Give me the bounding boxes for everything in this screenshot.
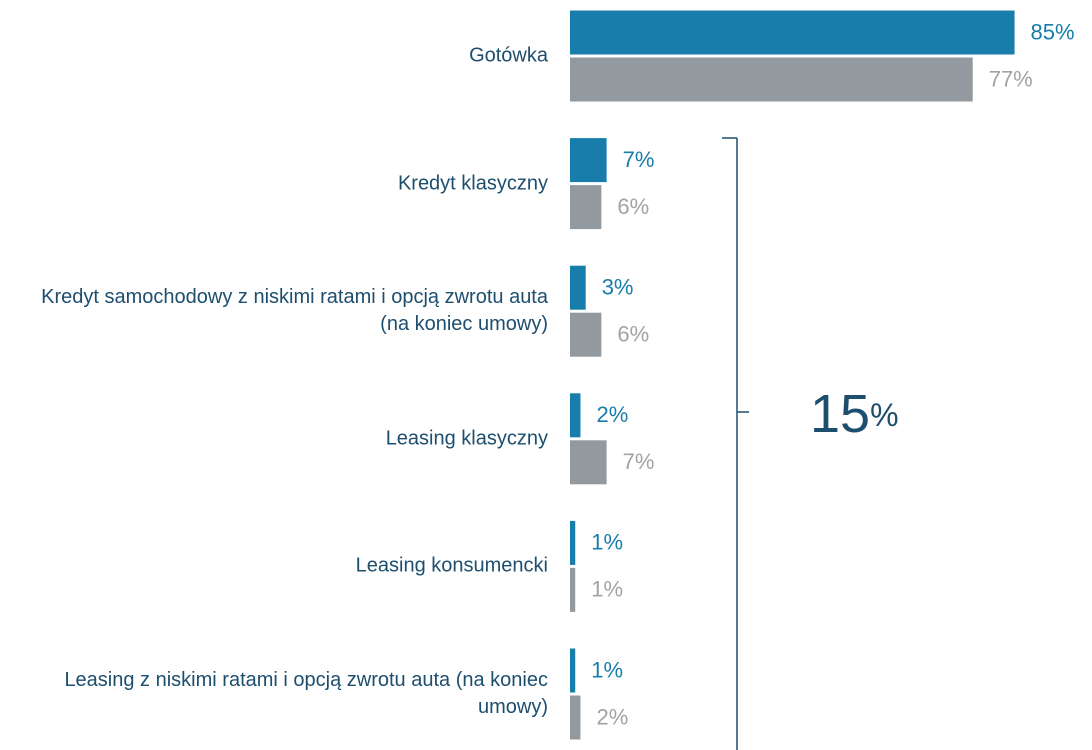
bar bbox=[570, 520, 576, 565]
value-label: 85% bbox=[1031, 19, 1075, 44]
value-label: 7% bbox=[623, 147, 655, 172]
annotation-number: 15 bbox=[810, 384, 870, 444]
bar bbox=[570, 567, 576, 612]
annotation: 15% bbox=[810, 384, 899, 444]
bar bbox=[570, 648, 576, 693]
category-label: Gotówka bbox=[469, 44, 548, 67]
bar bbox=[570, 265, 586, 310]
value-label: 6% bbox=[617, 322, 649, 347]
value-label: 1% bbox=[591, 530, 623, 555]
bar bbox=[570, 57, 973, 102]
value-label: 2% bbox=[596, 402, 628, 427]
value-label: 3% bbox=[602, 275, 634, 300]
value-label: 1% bbox=[591, 657, 623, 682]
value-label: 2% bbox=[596, 704, 628, 729]
category-label: Kredyt samochodowy z niskimi ratami i op… bbox=[41, 286, 548, 336]
category-label: Leasing z niskimi ratami i opcją zwrotu … bbox=[64, 669, 548, 718]
value-label: 6% bbox=[617, 194, 649, 219]
bar bbox=[570, 393, 581, 438]
bar bbox=[570, 10, 1015, 55]
category-label: Kredyt klasyczny bbox=[397, 172, 548, 195]
value-label: 1% bbox=[591, 577, 623, 602]
bar bbox=[570, 312, 602, 357]
bar bbox=[570, 695, 581, 740]
value-label: 7% bbox=[623, 449, 655, 474]
category-label: Leasing konsumencki bbox=[355, 554, 548, 577]
category-label: Leasing klasyczny bbox=[385, 427, 548, 450]
annotation-unit: % bbox=[870, 397, 898, 433]
bar bbox=[570, 185, 602, 230]
bar bbox=[570, 138, 607, 183]
bar bbox=[570, 440, 607, 485]
value-label: 77% bbox=[989, 66, 1033, 91]
